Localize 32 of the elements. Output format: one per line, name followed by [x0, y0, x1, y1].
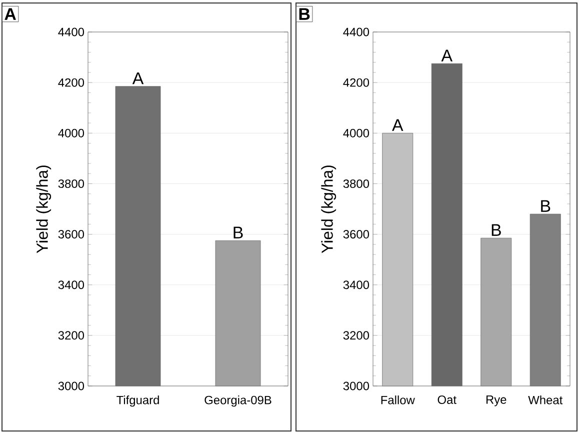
y-tick-label: 3800: [343, 179, 370, 188]
data-label: B: [234, 226, 243, 238]
y-tick-label: 4400: [58, 28, 84, 36]
data-label: A: [132, 72, 144, 84]
y-tick-label: 3200: [343, 331, 370, 340]
x-tick-label: Tifguard: [116, 396, 159, 407]
data-label: A: [441, 50, 452, 62]
x-tick-label: Oat: [438, 396, 456, 404]
y-axis-title: Yield (kg/ha): [36, 166, 52, 254]
y-tick-label: 4000: [343, 128, 370, 138]
x-tick-label: Fallow: [381, 396, 415, 404]
y-tick-label: 4200: [58, 78, 84, 87]
y-tick-label: 3200: [58, 331, 84, 340]
data-label: B: [492, 224, 501, 236]
x-tick-label: Georgia-09B: [204, 396, 272, 407]
data-label: A: [392, 119, 404, 131]
x-tick-label: Wheat: [528, 396, 563, 404]
chart-title: A: [4, 8, 16, 20]
y-tick-label: 3600: [58, 230, 84, 238]
y-tick-label: 4400: [343, 28, 370, 36]
x-tick-label: Rye: [486, 396, 506, 406]
y-tick-label: 4200: [343, 78, 370, 87]
y-tick-label: 3400: [58, 280, 84, 290]
y-tick-label: 4000: [58, 128, 84, 138]
y-tick-label: 3800: [58, 179, 84, 188]
y-tick-label: 3400: [343, 280, 370, 290]
y-tick-label: 3600: [343, 230, 370, 238]
y-tick-label: 3000: [58, 382, 84, 390]
y-tick-label: 3000: [343, 382, 370, 390]
y-axis-title: Yield (kg/ha): [321, 166, 336, 254]
data-label: B: [541, 200, 550, 212]
chart-title: B: [299, 8, 310, 20]
